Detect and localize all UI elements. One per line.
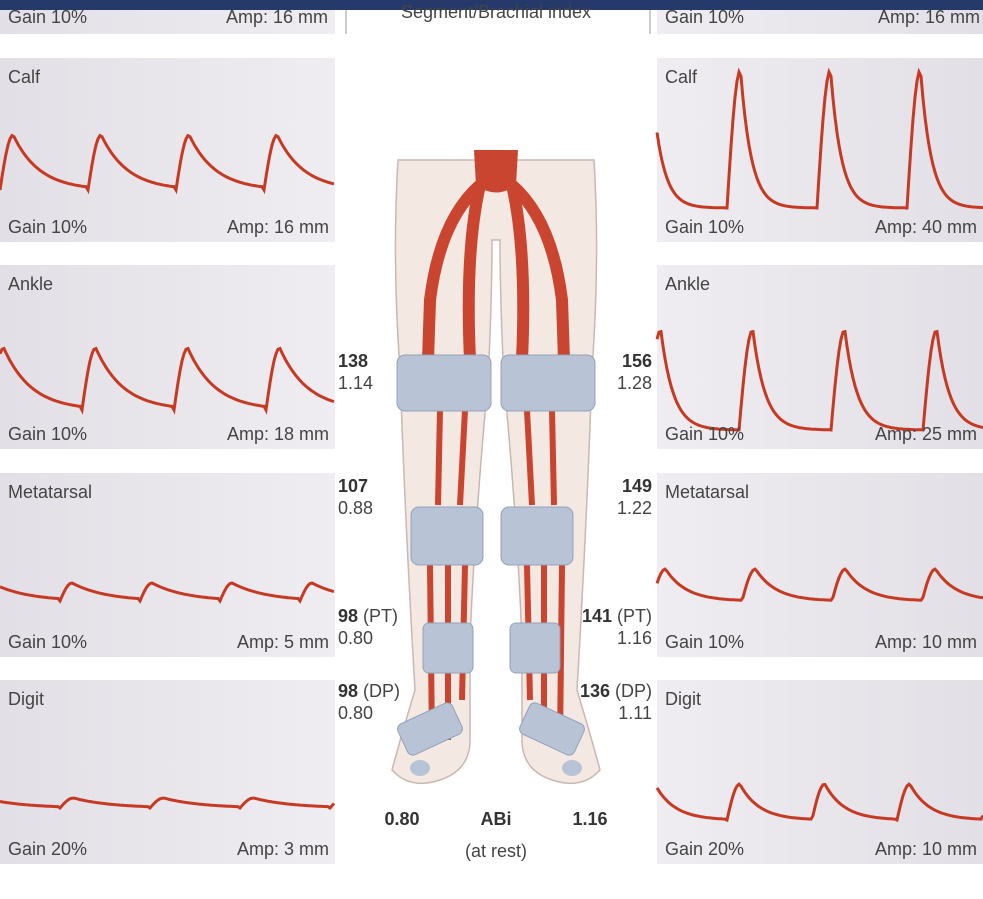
pressure-site: (PT) [617,606,652,626]
pressure-value: 138 [338,351,368,371]
gain: Gain 10% [8,424,87,444]
toe-cuff [562,760,582,776]
gain: Gain 20% [8,839,87,859]
pressure-value: 136 [580,681,610,701]
site-label: Digit [665,689,701,709]
gain: Gain 10% [665,424,744,444]
amp: Amp: 3 mm [237,839,329,859]
abi-label: ABi [481,809,512,829]
pressure-value: 156 [622,351,652,371]
abi-right: 1.16 [572,809,607,829]
amp: Amp: 16 mm [878,7,980,27]
pressure-value: 98 [338,606,358,626]
site-label: Calf [665,67,698,87]
amp: Amp: 10 mm [875,839,977,859]
pressure: 98 (DP) [338,681,400,701]
index: 1.22 [617,498,652,518]
amp: Amp: 25 mm [875,424,977,444]
toe-cuff [410,760,430,776]
pressure: 136 (DP) [580,681,652,701]
gain: Gain 10% [665,217,744,237]
pressure: 98 (PT) [338,606,398,626]
index: 0.80 [338,703,373,723]
site-label: Digit [8,689,44,709]
pressure-site: (DP) [363,681,400,701]
cuff [397,355,491,411]
pressure-value: 141 [582,606,612,626]
pressure: 156 [622,351,652,371]
site-label: Ankle [8,274,53,294]
pressure-value: 98 [338,681,358,701]
index: 1.16 [617,628,652,648]
pressure: 141 (PT) [582,606,652,626]
amp: Amp: 10 mm [875,632,977,652]
amp: Amp: 18 mm [227,424,329,444]
site-label: Metatarsal [8,482,92,502]
index: 1.28 [617,373,652,393]
site-label: Calf [8,67,41,87]
legs-outline [392,160,600,783]
cuff [501,355,595,411]
pressure-site: (PT) [363,606,398,626]
gain: Gain 10% [665,7,744,27]
panel [657,680,983,864]
amp: Amp: 16 mm [227,217,329,237]
index: 1.14 [338,373,373,393]
amp: Amp: 5 mm [237,632,329,652]
pressure-value: 149 [622,476,652,496]
pressure: 138 [338,351,368,371]
gain: Gain 10% [8,217,87,237]
index: 1.11 [618,703,652,723]
amp: Amp: 16 mm [226,7,328,27]
legs [392,150,600,783]
index: 0.88 [338,498,373,518]
gain: Gain 10% [8,7,87,27]
amp: Amp: 40 mm [875,217,977,237]
index: 0.80 [338,628,373,648]
site-label: Ankle [665,274,710,294]
header-title: Segment/Brachial index [401,2,591,22]
pressure-site: (DP) [615,681,652,701]
abi-note: (at rest) [465,841,527,861]
panel [0,680,335,864]
gain: Gain 20% [665,839,744,859]
cuff [510,623,560,673]
pressure: 107 [338,476,368,496]
site-label: Metatarsal [665,482,749,502]
cuff [501,507,573,565]
diagram: Gain 10% Amp: 16 mm Segment/Brachial ind… [0,0,983,899]
abi-left: 0.80 [384,809,419,829]
pressure-value: 107 [338,476,368,496]
cuff [423,623,473,673]
gain: Gain 10% [665,632,744,652]
gain: Gain 10% [8,632,87,652]
pressure: 149 [622,476,652,496]
cuff [411,507,483,565]
